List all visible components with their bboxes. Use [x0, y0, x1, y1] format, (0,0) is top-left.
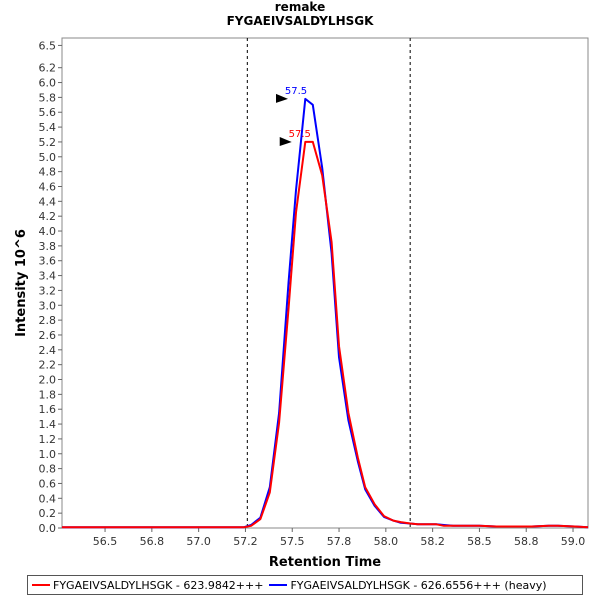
peak-arrow — [275, 93, 288, 103]
axis-ticks: 0.0 0.2 0.4 0.60.8 1.0 1.2 1.4 1.6 1.82.0 2.2 2.4 2… — [39, 39, 586, 548]
y-tick-label: 5.6 — [39, 106, 57, 119]
chart-title: remake — [274, 0, 326, 14]
y-tick-label: 6.2 — [39, 62, 57, 75]
x-tick-label: 57.0 — [186, 535, 211, 548]
y-tick-label: 1.2 — [39, 433, 57, 446]
y-tick-label: 0.6 — [39, 477, 57, 490]
y-tick-label: 4.4 — [39, 195, 57, 208]
chromatogram-chart: 0.0 0.2 0.4 0.60.8 1.0 1.2 1.4 1.6 1.82.0 2.2 2.4 2… — [14, 37, 589, 570]
peak-markers: 57.5 57.5 — [275, 86, 311, 146]
y-tick-label: 6.0 — [39, 77, 57, 90]
legend-swatch-blue — [269, 584, 288, 586]
y-tick-label: 3.6 — [39, 255, 57, 268]
legend-item-light: FYGAEIVSALDYLHSGK - 623.9842+++ — [32, 579, 263, 592]
x-axis-label: Retention Time — [269, 555, 381, 570]
y-tick-label: 4.6 — [39, 180, 57, 193]
legend-item-heavy: FYGAEIVSALDYLHSGK - 626.6556+++ (heavy) — [269, 578, 547, 592]
y-tick-label: 0.8 — [39, 463, 57, 476]
series-line-light — [62, 140, 589, 529]
series-lines — [62, 97, 589, 529]
y-tick-label: 2.8 — [39, 314, 57, 327]
x-tick-label: 58.8 — [514, 535, 539, 548]
x-tick-label: 56.8 — [140, 535, 165, 548]
chart-legend: FYGAEIVSALDYLHSGK - 623.9842+++ FYGAEIVS… — [27, 575, 583, 595]
y-tick-label: 6.5 — [39, 39, 57, 52]
y-tick-label: 3.0 — [39, 299, 57, 312]
x-tick-label: 58.0 — [374, 535, 399, 548]
y-tick-label: 1.6 — [39, 403, 57, 416]
peak-arrow — [279, 136, 292, 146]
legend-label-heavy: FYGAEIVSALDYLHSGK - 626.6556+++ (heavy) — [290, 578, 547, 592]
integration-boundaries — [246, 38, 411, 528]
peak-label: 57.5 — [285, 86, 307, 97]
x-tick-label: 59.0 — [561, 535, 586, 548]
y-tick-label: 2.6 — [39, 329, 57, 342]
x-tick-label: 57.2 — [233, 535, 258, 548]
legend-swatch-red — [32, 584, 50, 586]
y-tick-label: 3.2 — [39, 284, 57, 297]
y-tick-label: 4.0 — [39, 225, 57, 238]
y-tick-label: 5.8 — [39, 91, 57, 104]
y-tick-label: 2.2 — [39, 359, 57, 372]
y-tick-label: 3.4 — [39, 270, 57, 283]
y-tick-label: 5.0 — [39, 151, 57, 164]
y-tick-label: 5.2 — [39, 136, 57, 149]
x-tick-label: 57.8 — [327, 535, 352, 548]
x-tick-label: 57.5 — [280, 535, 305, 548]
x-tick-label: 58.5 — [467, 535, 492, 548]
y-tick-label: 1.8 — [39, 388, 57, 401]
chart-subtitle: FYGAEIVSALDYLHSGK — [226, 14, 374, 28]
x-tick-label: 58.2 — [420, 535, 445, 548]
legend-label-light: FYGAEIVSALDYLHSGK - 623.9842+++ — [53, 578, 264, 592]
y-tick-label: 1.4 — [39, 418, 57, 431]
y-tick-label: 2.0 — [39, 374, 57, 387]
y-tick-label: 0.4 — [39, 492, 57, 505]
y-tick-label: 1.0 — [39, 448, 57, 461]
y-tick-label: 0.0 — [39, 522, 57, 535]
y-tick-label: 4.8 — [39, 166, 57, 179]
y-tick-label: 4.2 — [39, 210, 57, 223]
y-axis-label: Intensity 10^6 — [14, 229, 29, 337]
y-tick-label: 5.4 — [39, 121, 57, 134]
x-tick-label: 56.5 — [93, 535, 118, 548]
y-tick-label: 2.4 — [39, 344, 57, 357]
peak-label: 57.5 — [289, 129, 311, 140]
y-tick-label: 0.2 — [39, 507, 57, 520]
plot-area — [61, 37, 589, 529]
y-tick-label: 3.8 — [39, 240, 57, 253]
